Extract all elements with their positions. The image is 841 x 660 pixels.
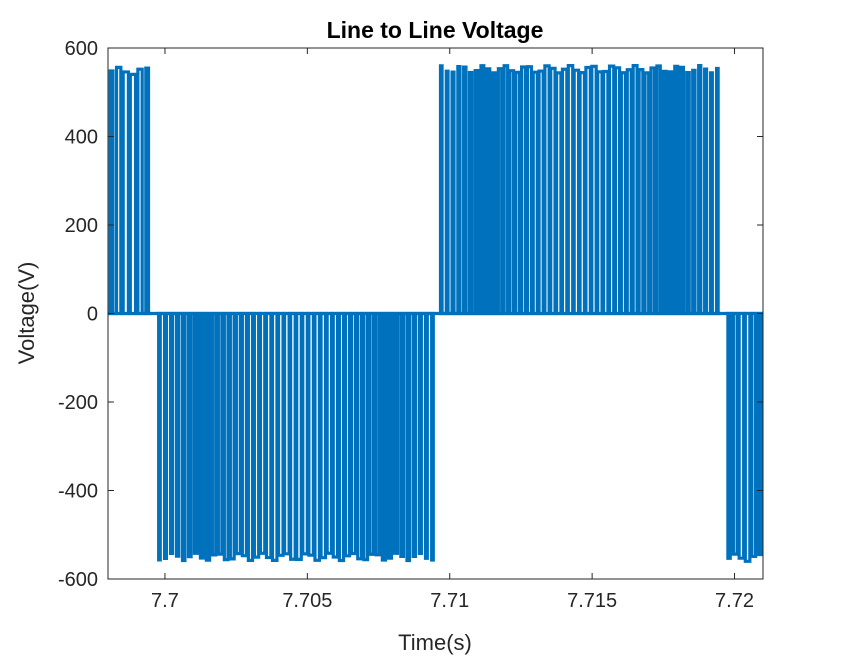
pulse-block-3 [438, 63, 721, 316]
x-tick-label: 7.7 [151, 590, 179, 612]
ticks-layer: 7.7 7.705 7.71 7.715 7.72 -600 -400 -200 0 200 400… [58, 38, 763, 612]
y-tick-label: 0 [87, 304, 98, 326]
x-tick-label: 7.72 [715, 590, 754, 612]
pulse-block-4 [725, 311, 763, 563]
chart-title: Line to Line Voltage [327, 17, 544, 43]
y-tick-label: -400 [58, 481, 98, 503]
y-tick-label: 200 [65, 215, 98, 237]
y-tick-label: 600 [65, 38, 98, 60]
pulse-block-1 [108, 65, 151, 316]
x-tick-label: 7.715 [567, 590, 617, 612]
x-axis-title: Time(s) [398, 630, 472, 655]
x-tick-label: 7.71 [430, 590, 469, 612]
y-tick-label: 400 [65, 127, 98, 149]
x-tick-label: 7.705 [282, 590, 332, 612]
y-tick-label: -200 [58, 392, 98, 414]
y-tick-label: -600 [58, 569, 98, 591]
pulse-block-2 [156, 311, 436, 563]
y-axis-title: Voltage(V) [14, 262, 39, 365]
